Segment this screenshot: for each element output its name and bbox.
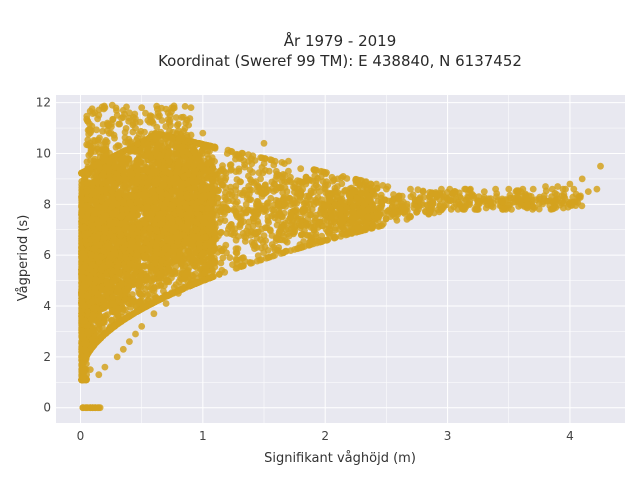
scatter-point [308, 205, 316, 213]
scatter-point [298, 243, 306, 251]
scatter-point [482, 204, 490, 212]
scatter-point [232, 245, 240, 253]
scatter-point [261, 155, 269, 163]
scatter-point [377, 191, 385, 199]
scatter-point [236, 178, 244, 186]
scatter-point [211, 258, 219, 266]
scatter-point [379, 220, 387, 228]
scatter-point [307, 187, 315, 195]
scatter-point [281, 178, 288, 186]
scatter-point [442, 201, 450, 209]
scatter-point [449, 190, 456, 197]
scatter-point [343, 175, 351, 182]
scatter-point [414, 186, 422, 194]
scatter-point [249, 241, 257, 249]
scatter-point [253, 257, 261, 265]
scatter-point [578, 202, 586, 210]
scatter-point [226, 161, 234, 169]
scatter-point [227, 167, 235, 174]
scatter-point [240, 254, 247, 261]
scatter-point [127, 303, 135, 311]
scatter-point [218, 266, 226, 274]
scatter-point [258, 244, 265, 252]
scatter-point [270, 206, 278, 214]
scatter-series [78, 101, 604, 412]
scatter-point [217, 259, 225, 267]
scatter-point [374, 223, 382, 230]
scatter-point [172, 262, 180, 270]
scatter-point [226, 223, 233, 230]
scatter-point [223, 249, 230, 257]
scatter-point [217, 215, 225, 223]
scatter-point [492, 185, 499, 193]
scatter-point [216, 208, 224, 216]
scatter-point [186, 253, 194, 261]
scatter-point [101, 318, 108, 326]
scatter-point [257, 175, 264, 183]
scatter-point [462, 197, 469, 204]
scatter-point [261, 167, 269, 174]
scatter-point [287, 173, 294, 181]
scatter-point [223, 230, 231, 237]
scatter-point [407, 185, 414, 193]
scatter-point [282, 247, 290, 255]
scatter-point [216, 245, 223, 252]
scatter-point [260, 232, 268, 240]
scatter-point [298, 231, 305, 239]
scatter-point [264, 199, 272, 206]
scatter-point [150, 284, 158, 292]
scatter-point [299, 178, 306, 186]
scatter-point [349, 202, 357, 210]
scatter-point [570, 185, 578, 193]
scatter-point [219, 254, 227, 262]
scatter-point [535, 205, 543, 213]
scatter-point [244, 223, 252, 231]
scatter-point [506, 191, 514, 199]
scatter-point [290, 200, 297, 208]
scatter-point [562, 185, 569, 193]
scatter-point [132, 268, 140, 275]
scatter-point [248, 259, 256, 267]
scatter-point [232, 168, 240, 176]
scatter-point [141, 263, 149, 270]
scatter-point [160, 287, 167, 295]
scatter-point [294, 177, 301, 185]
scatter-point [264, 247, 272, 254]
scatter-point [222, 241, 230, 249]
scatter-point [238, 149, 246, 157]
scatter-point [241, 186, 249, 194]
scatter-point [462, 185, 470, 193]
scatter-point [564, 203, 572, 211]
scatter-point [226, 254, 234, 261]
scatter-point [553, 191, 561, 198]
scatter-point [165, 268, 173, 275]
scatter-point [271, 157, 279, 165]
scatter-point [297, 222, 305, 229]
scatter-point [281, 184, 289, 192]
scatter-point [111, 322, 119, 330]
scatter-point [214, 199, 222, 207]
scatter-point [189, 242, 197, 249]
scatter-point [316, 188, 323, 196]
scatter-point [283, 238, 291, 246]
